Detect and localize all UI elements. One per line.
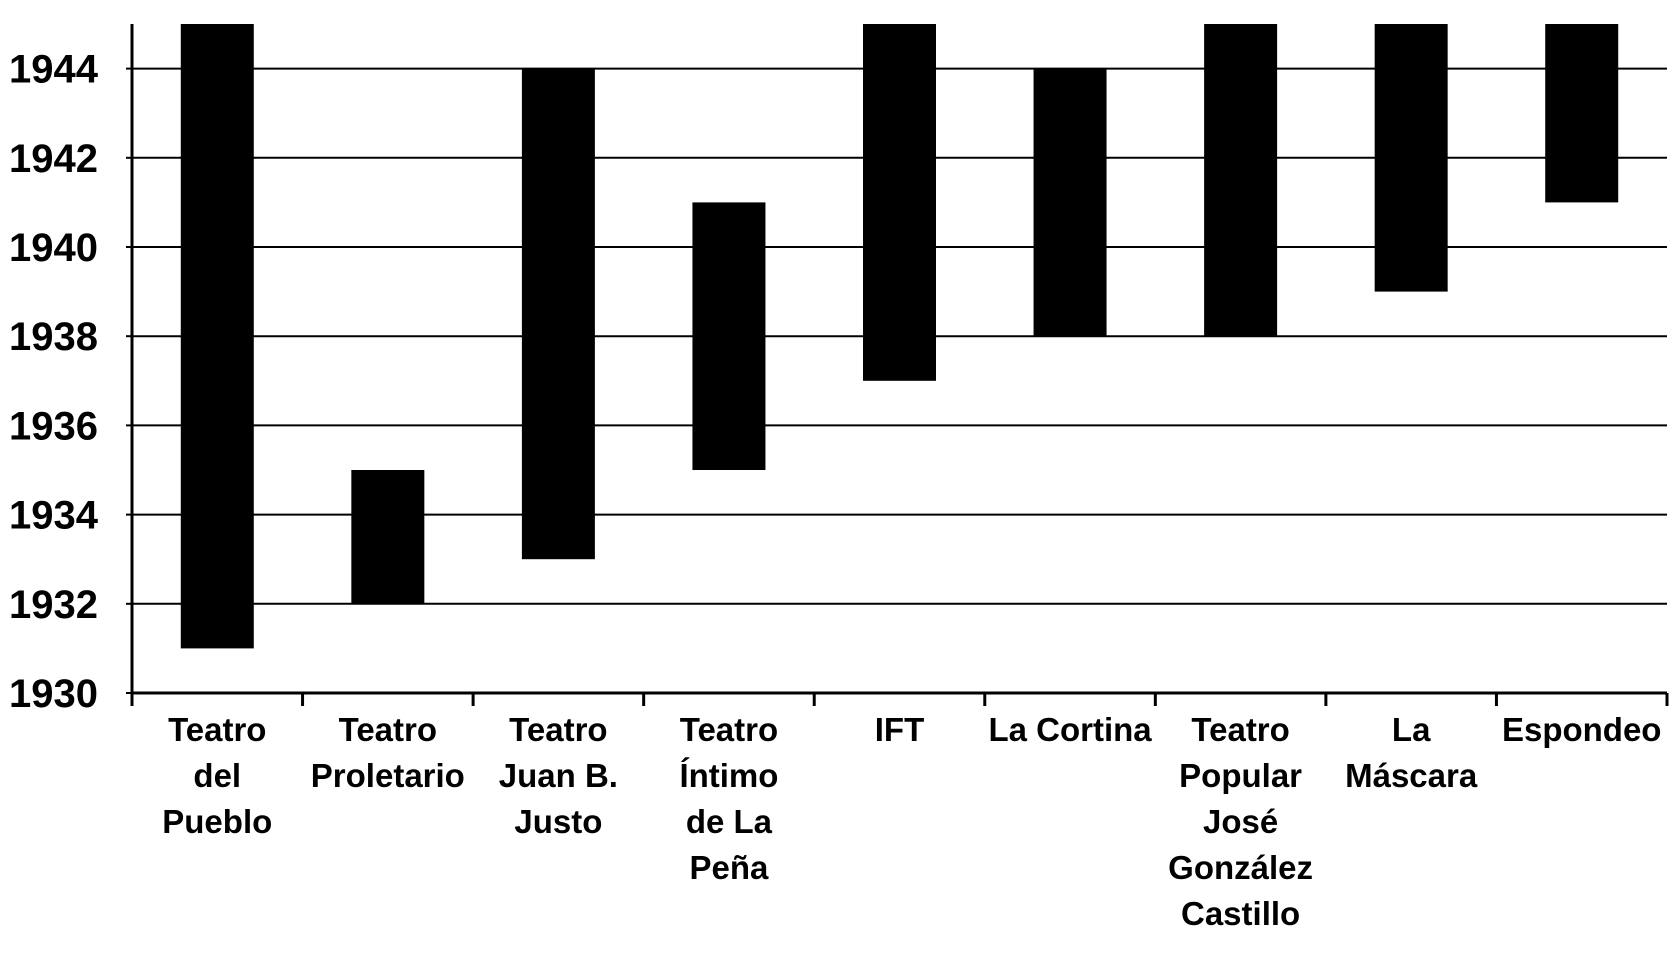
y-tick-labels: 1930 1932 1934 1936 1938 1940 1942 1944 (9, 48, 132, 716)
x-category-label-1: Teatro del Pueblo (162, 711, 272, 840)
y-tick-label-1930: 1930 (9, 672, 98, 716)
x-category-label-8: La Máscara (1345, 711, 1478, 794)
y-tick-label-1934: 1934 (9, 494, 99, 538)
y-tick-label-1940: 1940 (9, 226, 98, 270)
bar-4 (692, 202, 766, 470)
x-category-label-3: Teatro Juan B. Justo (499, 711, 618, 840)
bar-1 (180, 24, 254, 649)
y-tick-label-1942: 1942 (9, 137, 98, 181)
y-tick-label-1944: 1944 (9, 48, 99, 92)
x-category-labels: Teatro del Pueblo Teatro Proletario Teatro Jua… (162, 711, 1661, 932)
bar-5 (863, 24, 936, 381)
x-category-label-5: IFT (875, 711, 924, 748)
y-tick-label-1938: 1938 (9, 315, 98, 359)
y-tick-label-1932: 1932 (9, 583, 98, 627)
y-tick-label-1936: 1936 (9, 404, 98, 448)
bar-6 (1033, 68, 1107, 337)
bar-8 (1374, 24, 1448, 292)
bar-2 (351, 470, 425, 604)
bar-9 (1545, 24, 1619, 203)
bar-3 (521, 68, 595, 560)
x-category-label-9: Espondeo (1502, 711, 1662, 748)
x-category-label-7: Teatro Popular José González Castillo (1168, 711, 1313, 932)
axes (130, 24, 1669, 706)
x-category-label-4: Teatro Íntimo de La Peña (679, 711, 778, 886)
x-category-label-2: Teatro Proletario (311, 711, 465, 794)
bar-7 (1204, 24, 1278, 337)
bars (180, 24, 1619, 649)
x-category-label-6: La Cortina (988, 711, 1152, 748)
